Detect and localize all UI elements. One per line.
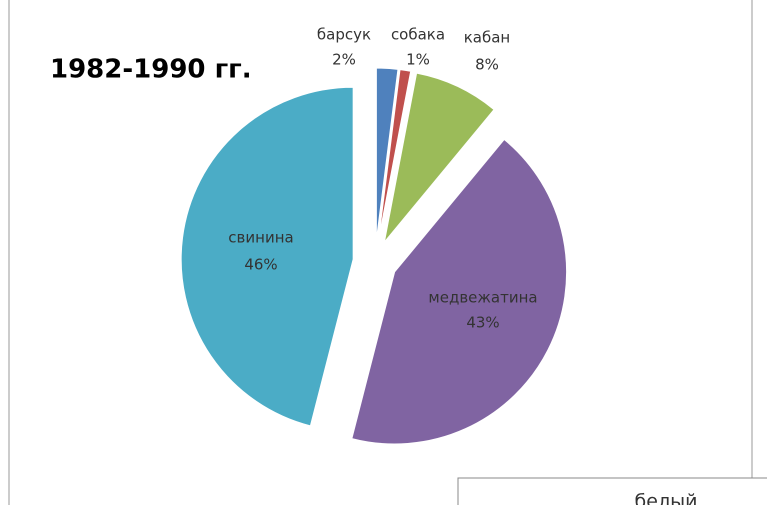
pie-slice [351, 138, 568, 445]
slice-label: собака [391, 26, 445, 44]
value-label: 2% [332, 51, 356, 69]
slice-label: кабан [464, 29, 511, 47]
legend-text: белый [635, 491, 698, 505]
legend-box [457, 477, 767, 505]
pie-slice [377, 69, 412, 241]
value-label: 1% [406, 51, 430, 69]
value-label: 8% [475, 56, 499, 74]
pie-slice [180, 86, 354, 427]
pie-slice [375, 67, 399, 241]
value-label: 43% [466, 314, 499, 332]
value-label: 46% [244, 256, 277, 274]
slice-label: барсук [317, 26, 371, 44]
slice-label: свинина [228, 229, 293, 247]
slice-label: медвежатина [428, 289, 537, 307]
chart-title: 1982-1990 гг. [50, 55, 252, 85]
pie-slice [383, 72, 495, 243]
